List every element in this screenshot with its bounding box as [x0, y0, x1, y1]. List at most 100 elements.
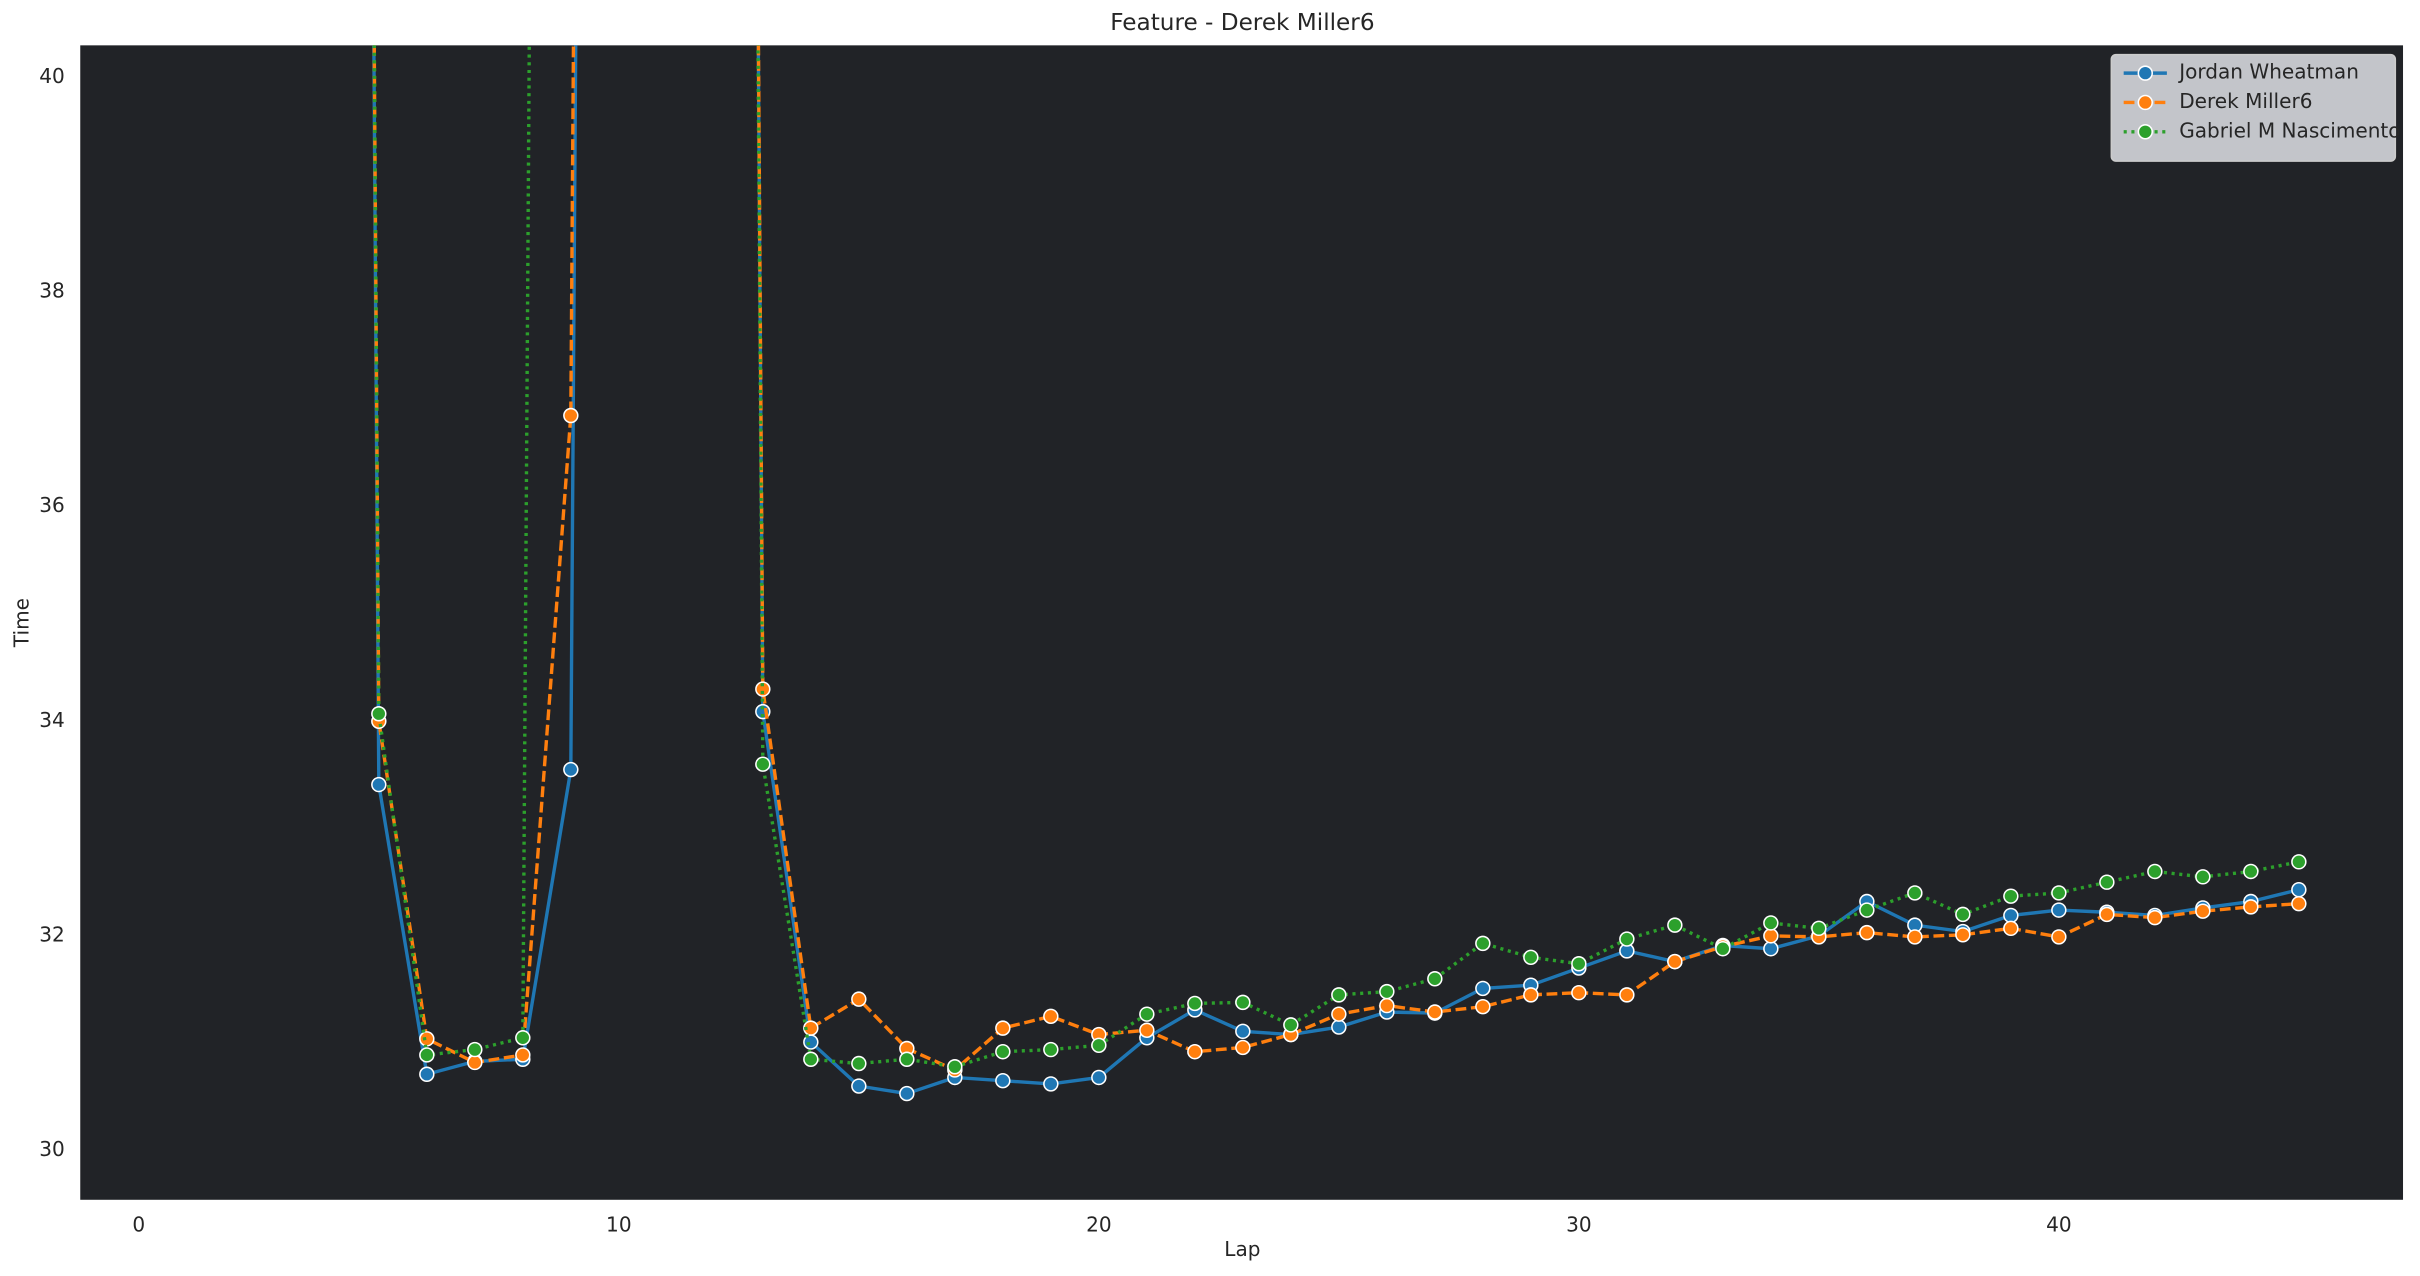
data-point	[2195, 869, 2211, 885]
data-point	[1475, 998, 1491, 1015]
data-point	[467, 1041, 483, 1058]
legend-label: Jordan Wheatman	[2177, 60, 2359, 84]
legend-label: Gabriel M Nascimento	[2179, 118, 2400, 142]
data-point	[1571, 984, 1587, 1001]
data-point	[1235, 994, 1251, 1011]
y-tick-label: 38	[39, 279, 65, 303]
x-tick-label: 20	[1086, 1213, 1112, 1237]
data-point	[1091, 1069, 1107, 1086]
x-tick-label: 40	[2046, 1213, 2072, 1237]
plot-layer	[371, 45, 2307, 1102]
data-point	[947, 1059, 963, 1075]
data-point	[2051, 885, 2067, 901]
data-point	[1187, 1044, 1203, 1060]
data-point	[515, 1030, 531, 1046]
legend-marker	[2137, 65, 2153, 81]
data-point	[851, 991, 867, 1007]
chart-title: Feature - Derek Miller6	[1110, 10, 1374, 36]
data-point	[2147, 863, 2163, 880]
y-axis-label: Time	[10, 598, 34, 648]
data-point	[1763, 941, 1779, 957]
data-point	[1235, 1023, 1251, 1040]
data-point	[1331, 987, 1347, 1003]
data-point	[2099, 906, 2115, 923]
x-tick-label: 0	[132, 1213, 145, 1237]
data-point	[899, 1085, 915, 1102]
data-point	[995, 1072, 1011, 1089]
data-point	[995, 1020, 1011, 1036]
data-point	[2003, 888, 2019, 904]
legend-box	[2110, 53, 2397, 162]
x-tick-label: 30	[1566, 1213, 1592, 1237]
data-point	[2195, 903, 2211, 919]
y-tick-label: 34	[39, 708, 65, 732]
data-point	[1475, 935, 1491, 952]
data-point	[995, 1044, 1011, 1060]
data-point	[2291, 882, 2307, 898]
data-point	[2291, 895, 2307, 912]
data-point	[1283, 1017, 1299, 1033]
data-point	[1811, 920, 1827, 937]
data-point	[1043, 1041, 1059, 1058]
data-point	[1427, 1004, 1443, 1020]
data-point	[1475, 980, 1491, 997]
data-point	[1139, 1006, 1155, 1022]
data-point	[1523, 987, 1539, 1003]
data-point	[419, 1031, 435, 1047]
data-point	[1427, 971, 1443, 987]
data-point	[2099, 874, 2115, 890]
data-point	[1955, 927, 1971, 943]
data-point	[1907, 929, 1923, 945]
data-point	[2051, 902, 2067, 918]
data-point	[803, 1051, 819, 1067]
data-point	[803, 1020, 819, 1036]
data-point	[2147, 909, 2163, 926]
data-point	[1859, 902, 1875, 918]
data-point	[1571, 956, 1587, 972]
y-tick-label: 32	[39, 922, 65, 946]
y-tick-label: 30	[39, 1137, 65, 1161]
data-point	[2291, 854, 2307, 870]
data-point	[1331, 1019, 1347, 1035]
data-point	[1043, 1076, 1059, 1092]
data-point	[1715, 941, 1731, 957]
data-point	[1091, 1037, 1107, 1054]
data-point	[851, 1055, 867, 1072]
data-point	[1187, 995, 1203, 1012]
data-point	[563, 407, 579, 424]
data-point	[419, 1047, 435, 1063]
data-point	[1523, 949, 1539, 966]
data-point	[1235, 1039, 1251, 1056]
legend-marker	[2137, 94, 2153, 111]
y-tick-label: 40	[39, 64, 65, 88]
series-line	[372, 45, 2300, 1096]
data-point	[1907, 885, 1923, 901]
data-point	[2003, 920, 2019, 937]
data-point	[755, 756, 771, 772]
data-point	[1043, 1008, 1059, 1025]
data-point	[563, 761, 579, 778]
y-tick-label: 36	[39, 493, 65, 517]
data-point	[371, 776, 387, 793]
data-point	[1379, 997, 1395, 1014]
data-point	[1667, 917, 1683, 933]
data-point	[1763, 915, 1779, 931]
data-point	[1619, 931, 1635, 947]
data-point	[851, 1078, 867, 1094]
data-point	[1763, 928, 1779, 944]
legend-label: Derek Miller6	[2179, 89, 2312, 113]
data-point	[1859, 924, 1875, 941]
series-line	[372, 45, 2300, 1069]
data-point	[2243, 899, 2259, 915]
data-point	[2243, 863, 2259, 880]
legend-marker	[2137, 124, 2153, 140]
data-point	[1331, 1006, 1347, 1022]
data-point	[899, 1051, 915, 1067]
data-point	[1139, 1022, 1155, 1038]
series-line	[372, 45, 2299, 1072]
data-point	[371, 706, 387, 722]
data-point	[467, 1054, 483, 1071]
x-axis-label: Lap	[1224, 1237, 1260, 1261]
